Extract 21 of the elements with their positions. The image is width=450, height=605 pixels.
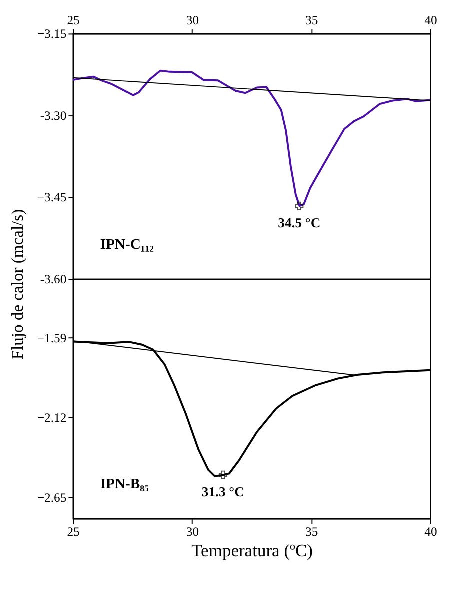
- x-tick-label: 35: [306, 524, 318, 539]
- x-tick-label: 40: [424, 13, 438, 28]
- text: IPN-C₁₁₂: [100, 236, 155, 253]
- x-tick-label: 30: [186, 13, 200, 28]
- x-tick-label: 25: [67, 524, 80, 539]
- x-tick-label: 30: [186, 524, 200, 539]
- y-axis-title: Flujo de calor (mcal/s): [8, 209, 27, 360]
- x-axis-title: Temperatura (ºC): [192, 540, 314, 560]
- text: IPN-B₈₅: [100, 476, 150, 493]
- y-tick-label: −3.45: [37, 190, 67, 205]
- y-tick-label: −3.15: [37, 27, 67, 42]
- y-tick-label: −2.65: [37, 491, 67, 506]
- y-tick-label: −1.59: [37, 331, 67, 346]
- x-tick-label: 40: [424, 524, 438, 539]
- y-tick-label: -3.30: [40, 108, 67, 123]
- x-tick-label: 35: [306, 13, 318, 28]
- y-tick-label: -3.60: [40, 272, 67, 287]
- x-tick-label: 25: [67, 13, 80, 28]
- annotation: 31.3 °C: [202, 484, 244, 500]
- annotation: 34.5 °C: [278, 216, 321, 231]
- y-tick-label: −2.12: [37, 411, 67, 426]
